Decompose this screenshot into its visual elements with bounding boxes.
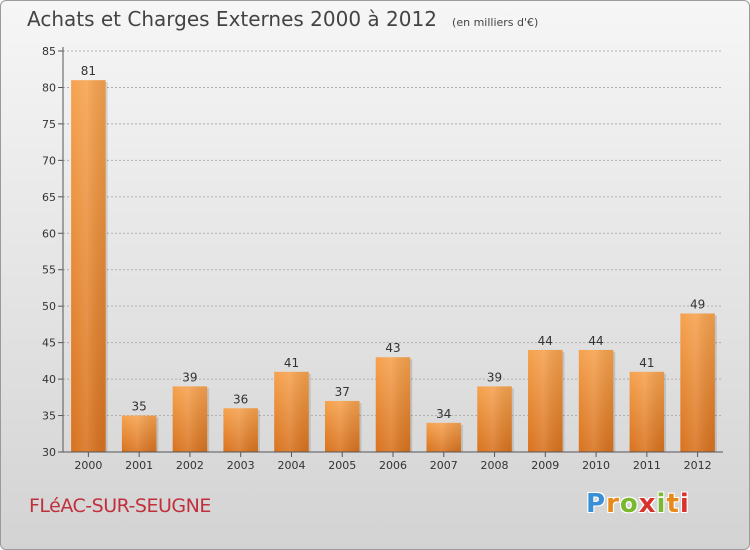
data-label: 44	[588, 334, 603, 348]
logo-letter: x	[638, 489, 657, 519]
bar-shine	[578, 349, 614, 452]
x-tick-label: 2009	[531, 459, 559, 472]
x-tick-label: 2005	[328, 459, 356, 472]
y-tick-label: 70	[42, 154, 56, 167]
data-label: 43	[385, 341, 400, 355]
bar-shine	[426, 422, 462, 452]
data-label: 35	[132, 400, 147, 414]
proxiti-logo: Proxiti	[586, 489, 690, 519]
data-label: 36	[233, 392, 248, 406]
bar-shine	[324, 400, 360, 452]
logo-letter: t	[666, 489, 680, 519]
x-tick-label: 2012	[684, 459, 712, 472]
y-tick-label: 30	[42, 446, 56, 459]
bar-shine	[629, 371, 665, 452]
x-tick-label: 2007	[430, 459, 458, 472]
chart-unit: (en milliers d'€)	[452, 16, 539, 29]
x-tick-label: 2011	[633, 459, 661, 472]
x-tick-label: 2008	[481, 459, 509, 472]
x-tick-label: 2004	[277, 459, 305, 472]
x-tick-label: 2003	[227, 459, 255, 472]
bar-shine	[274, 371, 309, 452]
data-label: 41	[639, 356, 654, 370]
bar-shine	[375, 357, 411, 452]
y-tick-label: 80	[42, 81, 56, 94]
logo-letter: i	[679, 489, 690, 519]
x-tick-label: 2000	[74, 459, 102, 472]
x-tick-label: 2010	[582, 459, 610, 472]
data-label: 39	[487, 370, 502, 384]
commune-name: FLéAC-SUR-SEUGNE	[29, 495, 211, 517]
bar-shine	[121, 415, 157, 452]
data-label: 81	[81, 64, 96, 78]
bar-shine	[680, 313, 715, 452]
data-label: 41	[284, 356, 299, 370]
data-label: 37	[335, 385, 350, 399]
bar-shine	[528, 349, 563, 452]
bar-shine	[477, 386, 512, 452]
y-tick-label: 40	[42, 373, 56, 386]
label-layer: 81 35 39 36 41 37 43 34 39 44 44 41 49	[81, 64, 706, 421]
bar-shine	[223, 408, 258, 452]
chart-title: Achats et Charges Externes 2000 à 2012	[27, 7, 437, 31]
logo-letter: o	[619, 489, 639, 519]
logo-letter: P	[586, 489, 607, 519]
y-tick-label: 55	[42, 264, 56, 277]
y-tick-label: 50	[42, 300, 56, 313]
bar-shine	[172, 386, 208, 452]
x-tick-label: 2001	[125, 459, 153, 472]
data-label: 44	[538, 334, 553, 348]
data-label: 49	[690, 297, 705, 311]
y-tick-label: 45	[42, 337, 56, 350]
logo-letter: i	[656, 489, 667, 519]
y-tick-label: 85	[42, 45, 56, 58]
axis-layer: 30 35 40 45 50 55 60 65 70 75 80 85 2000 2001 2002 2003…	[42, 45, 723, 472]
bar-shine	[71, 80, 106, 452]
y-tick-label: 65	[42, 191, 56, 204]
data-label: 34	[436, 407, 451, 421]
title-row: Achats et Charges Externes 2000 à 2012 (…	[27, 7, 538, 31]
logo-letter: r	[606, 489, 620, 519]
x-tick-label: 2002	[176, 459, 204, 472]
data-label: 39	[182, 370, 197, 384]
y-tick-label: 75	[42, 118, 56, 131]
bar-layer	[71, 80, 717, 452]
y-tick-label: 60	[42, 227, 56, 240]
y-tick-label: 35	[42, 410, 56, 423]
x-tick-label: 2006	[379, 459, 407, 472]
